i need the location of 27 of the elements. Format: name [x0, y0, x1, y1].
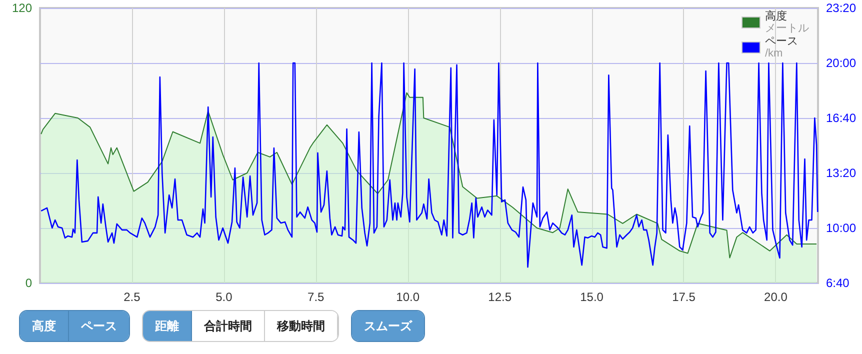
text: 高度: [20, 311, 69, 341]
annotation: メートル: [765, 22, 809, 34]
line-series: [40, 62, 818, 268]
y2-tick-label: 10:00: [826, 221, 856, 235]
x-tick-label: 10.0: [396, 290, 420, 304]
y2-tick-label: 23:20: [826, 1, 856, 15]
y2-tick-label: 20:00: [826, 56, 856, 70]
y-tick-label: 120: [12, 1, 32, 15]
x-tick-label: 2.5: [124, 290, 141, 304]
x-tick-label: 17.5: [672, 290, 696, 304]
x-tick-label: 15.0: [580, 290, 604, 304]
x-tick-label: 12.5: [488, 290, 512, 304]
annotation: /km: [765, 48, 783, 60]
text: 距離: [143, 311, 192, 341]
legend-label: ペース: [765, 36, 798, 48]
y-tick-label: 0: [25, 276, 32, 290]
text: 合計時間: [192, 311, 265, 341]
x-tick-label: 5.0: [216, 290, 233, 304]
y2-tick-label: 16:40: [826, 111, 856, 125]
x-tick-label: 7.5: [308, 290, 325, 304]
y2-tick-label: 6:40: [826, 276, 850, 290]
text: 移動時間: [265, 311, 338, 341]
y2-tick-label: 13:20: [826, 166, 856, 180]
legend-label: 高度: [765, 10, 787, 22]
x-tick-label: 20.0: [764, 290, 788, 304]
text: ペース: [69, 311, 129, 341]
text: スムーズ: [352, 311, 424, 341]
